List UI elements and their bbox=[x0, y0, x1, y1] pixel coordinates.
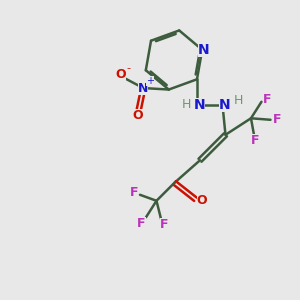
Text: N: N bbox=[219, 98, 231, 112]
Text: H: H bbox=[233, 94, 243, 107]
Text: N: N bbox=[138, 82, 148, 94]
Text: F: F bbox=[160, 218, 168, 231]
Text: N: N bbox=[198, 43, 209, 57]
Text: -: - bbox=[126, 63, 130, 73]
Text: F: F bbox=[262, 93, 271, 106]
Text: O: O bbox=[197, 194, 207, 207]
Text: F: F bbox=[251, 134, 260, 147]
Text: N: N bbox=[194, 98, 205, 112]
Text: H: H bbox=[182, 98, 191, 111]
Text: F: F bbox=[273, 113, 281, 126]
Text: F: F bbox=[130, 186, 138, 199]
Text: F: F bbox=[137, 217, 146, 230]
Text: +: + bbox=[146, 76, 154, 86]
Text: O: O bbox=[132, 109, 142, 122]
Text: O: O bbox=[115, 68, 125, 81]
